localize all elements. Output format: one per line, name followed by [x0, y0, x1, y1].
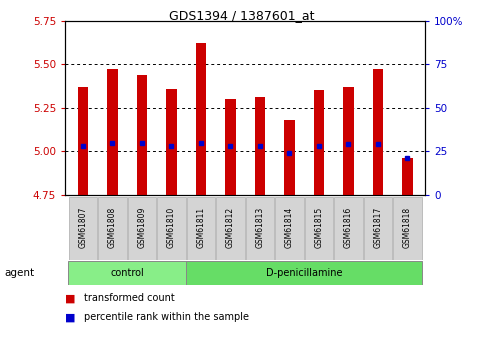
Text: ■: ■	[65, 294, 76, 303]
FancyBboxPatch shape	[187, 197, 215, 260]
FancyBboxPatch shape	[128, 197, 156, 260]
Bar	[78, 87, 88, 195]
Text: GSM61812: GSM61812	[226, 207, 235, 248]
FancyBboxPatch shape	[157, 197, 185, 260]
FancyBboxPatch shape	[186, 261, 422, 285]
Bar	[255, 97, 265, 195]
FancyBboxPatch shape	[246, 197, 274, 260]
Text: GSM61816: GSM61816	[344, 207, 353, 248]
Text: GSM61813: GSM61813	[256, 207, 264, 248]
Text: GSM61818: GSM61818	[403, 207, 412, 248]
Text: percentile rank within the sample: percentile rank within the sample	[84, 313, 249, 322]
Bar	[284, 120, 295, 195]
Text: GSM61808: GSM61808	[108, 207, 117, 248]
Text: GDS1394 / 1387601_at: GDS1394 / 1387601_at	[169, 9, 314, 22]
Bar	[137, 75, 147, 195]
Text: ■: ■	[65, 313, 76, 322]
FancyBboxPatch shape	[69, 197, 97, 260]
Bar	[313, 90, 324, 195]
Text: control: control	[110, 268, 144, 278]
Bar	[166, 89, 177, 195]
Text: GSM61807: GSM61807	[78, 207, 87, 248]
Text: D-penicillamine: D-penicillamine	[266, 268, 342, 278]
FancyBboxPatch shape	[364, 197, 392, 260]
FancyBboxPatch shape	[334, 197, 363, 260]
FancyBboxPatch shape	[216, 197, 244, 260]
Bar	[343, 87, 354, 195]
Text: GSM61817: GSM61817	[373, 207, 383, 248]
FancyBboxPatch shape	[275, 197, 303, 260]
Bar	[107, 69, 117, 195]
Bar	[402, 158, 412, 195]
Bar	[225, 99, 236, 195]
Text: GSM61811: GSM61811	[197, 207, 205, 248]
Text: GSM61810: GSM61810	[167, 207, 176, 248]
Text: GSM61814: GSM61814	[285, 207, 294, 248]
Text: GSM61809: GSM61809	[137, 207, 146, 248]
FancyBboxPatch shape	[68, 261, 186, 285]
Text: agent: agent	[5, 268, 35, 278]
Bar	[373, 69, 383, 195]
Text: GSM61815: GSM61815	[314, 207, 323, 248]
Text: transformed count: transformed count	[84, 294, 174, 303]
FancyBboxPatch shape	[98, 197, 127, 260]
FancyBboxPatch shape	[305, 197, 333, 260]
FancyBboxPatch shape	[393, 197, 422, 260]
Bar	[196, 43, 206, 195]
